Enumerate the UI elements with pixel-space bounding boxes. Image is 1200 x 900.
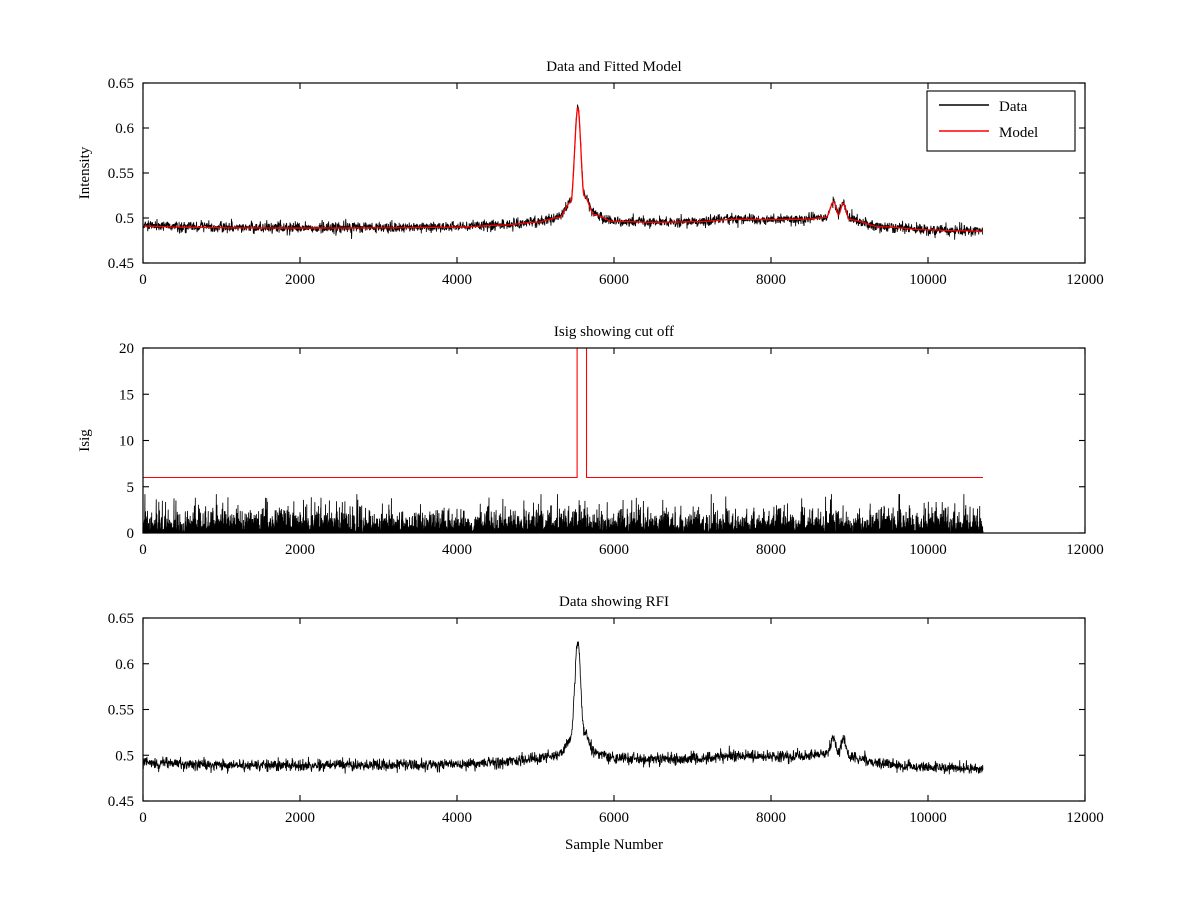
x-tick-label: 10000 [909, 810, 947, 826]
x-tick-label: 4000 [442, 272, 472, 288]
y-tick-label: 0.6 [115, 121, 134, 137]
legend-entry-label: Data [999, 99, 1028, 115]
legend-box [926, 90, 1076, 152]
x-tick-label: 0 [139, 272, 147, 288]
plot-title: Isig showing cut off [554, 324, 674, 340]
y-tick-label: 0.5 [115, 748, 134, 764]
subplot-isig-showing-cutoff: 0 2000 4000 6000 8000 10000 12000 0 5 10 15 20 Isig … [0, 303, 1200, 588]
subplot-data-and-fitted-model: 0 2000 4000 6000 8000 10000 12000 0.45 0.5 0.55 0.… [0, 38, 1200, 318]
y-tick-label: 5 [127, 480, 135, 496]
x-tick-label: 2000 [285, 810, 315, 826]
x-tick-label: 6000 [599, 810, 629, 826]
series-line-threshold [143, 348, 983, 479]
x-tick-label: 10000 [909, 542, 947, 558]
x-tick-label: 2000 [285, 542, 315, 558]
legend-entry-label: Model [999, 125, 1038, 141]
subplot-data-showing-rfi: 0 2000 4000 6000 8000 10000 12000 0.45 0.5 0.55 0.… [0, 573, 1200, 856]
y-tick-label: 0 [127, 526, 135, 542]
x-tick-label: 2000 [285, 272, 315, 288]
y-tick-label: 0.55 [108, 703, 134, 719]
y-tick-label: 15 [119, 387, 134, 403]
y-axis-label: Isig [77, 429, 93, 452]
y-tick-label: 10 [119, 434, 134, 450]
x-tick-label: 8000 [756, 810, 786, 826]
x-tick-label: 8000 [756, 542, 786, 558]
x-tick-label: 4000 [442, 810, 472, 826]
legend: Data Model [926, 90, 1076, 152]
plot-canvas: 0 2000 4000 6000 8000 10000 12000 0 5 10 15 20 Isig … [77, 324, 1104, 558]
x-tick-label: 8000 [756, 272, 786, 288]
series-line-data [143, 641, 984, 775]
x-tick-label: 6000 [599, 542, 629, 558]
x-tick-label: 0 [139, 810, 147, 826]
x-tick-label: 12000 [1066, 810, 1104, 826]
series-line-isig-noise [143, 494, 984, 533]
x-tick-label: 0 [139, 542, 147, 558]
x-tick-label: 12000 [1066, 272, 1104, 288]
x-tick-label: 10000 [909, 272, 947, 288]
x-axis-label: Sample Number [565, 837, 663, 853]
plot-title: Data and Fitted Model [546, 59, 681, 75]
y-tick-label: 0.65 [108, 76, 134, 92]
plot-canvas: 0 2000 4000 6000 8000 10000 12000 0.45 0.5 0.55 0.… [77, 59, 1104, 288]
x-tick-label: 4000 [442, 542, 472, 558]
y-tick-label: 0.45 [108, 256, 134, 272]
series-line-model [143, 105, 983, 232]
y-tick-label: 0.6 [115, 657, 134, 673]
y-axis-label: Intensity [77, 146, 93, 199]
plot-title: Data showing RFI [559, 594, 669, 610]
y-tick-label: 0.45 [108, 794, 134, 810]
y-tick-label: 0.55 [108, 166, 134, 182]
y-tick-label: 0.65 [108, 611, 134, 627]
series-group [143, 641, 984, 775]
y-tick-label: 20 [119, 341, 134, 357]
series-group [143, 104, 984, 240]
x-tick-label: 12000 [1066, 542, 1104, 558]
series-group [143, 348, 984, 533]
x-tick-label: 6000 [599, 272, 629, 288]
plot-area-background [143, 618, 1085, 801]
plot-area-background [143, 348, 1085, 533]
y-tick-label: 0.5 [115, 211, 134, 227]
plot-canvas: 0 2000 4000 6000 8000 10000 12000 0.45 0.5 0.55 0.… [108, 594, 1104, 853]
